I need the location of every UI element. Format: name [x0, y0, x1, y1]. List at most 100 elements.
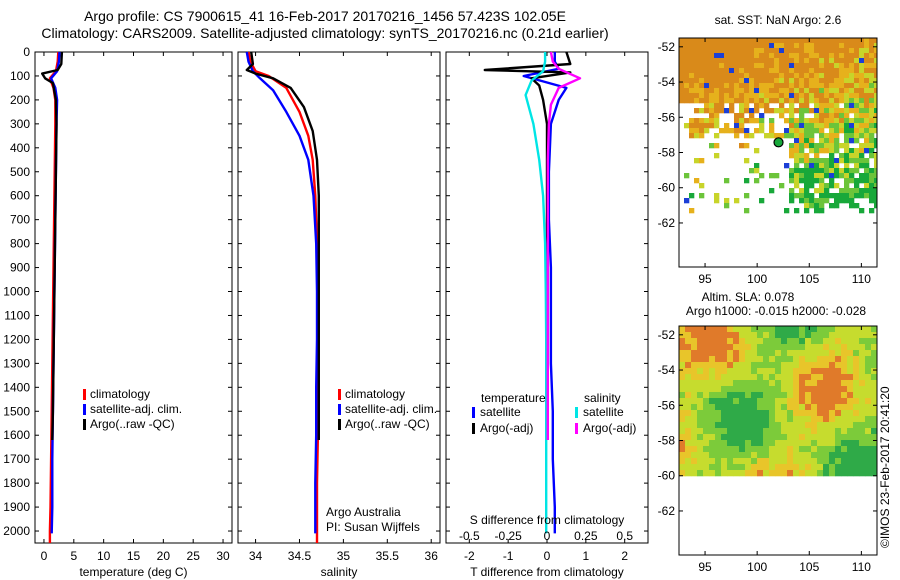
heatmap-cell [789, 58, 795, 64]
heatmap-cell [809, 163, 815, 169]
heatmap-cell [733, 434, 740, 441]
heatmap-cell [829, 183, 835, 189]
y-tick-label: 100 [10, 69, 30, 83]
heatmap-cell [823, 326, 830, 333]
heatmap-cell [864, 98, 870, 104]
heatmap-cell [849, 48, 855, 54]
heatmap-cell [865, 356, 872, 363]
heatmap-cell [823, 416, 830, 423]
heatmap-cell [787, 404, 794, 411]
heatmap-cell [869, 98, 875, 104]
annotation-text: PI: Susan Wijffels [326, 520, 420, 534]
heatmap-cell [809, 138, 815, 144]
heatmap-cell [844, 48, 850, 54]
heatmap-cell [799, 368, 806, 375]
heatmap-cell [859, 350, 866, 357]
heatmap-cell [859, 440, 866, 447]
heatmap-cell [763, 458, 770, 465]
heatmap-cell [847, 326, 854, 333]
heatmap-cell [805, 416, 812, 423]
heatmap-cell [853, 368, 860, 375]
heatmap-cell [865, 416, 872, 423]
heatmap-cell [751, 380, 758, 387]
heatmap-cell [835, 326, 842, 333]
heatmap-cell [794, 133, 800, 139]
heatmap-cell [684, 58, 690, 64]
heatmap-cell [787, 392, 794, 399]
heatmap-cell [854, 48, 860, 54]
heatmap-cell [733, 458, 740, 465]
heatmap-cell [817, 362, 824, 369]
heatmap-cell [834, 148, 840, 154]
heatmap-cell [864, 128, 870, 134]
heatmap-cell [805, 410, 812, 417]
heatmap-cell [689, 58, 695, 64]
heatmap-cell [714, 108, 720, 114]
heatmap-cell [775, 422, 782, 429]
heatmap-cell [799, 332, 806, 339]
heatmap-cell [854, 193, 860, 199]
heatmap-cell [854, 88, 860, 94]
heatmap-cell [799, 416, 806, 423]
heatmap-cell [757, 338, 764, 345]
heatmap-cell [733, 470, 740, 477]
heatmap-cell [804, 183, 810, 189]
heatmap-cell [774, 93, 780, 99]
heatmap-cell [814, 208, 820, 214]
heatmap-cell [859, 422, 866, 429]
heatmap-cell [763, 374, 770, 381]
heatmap-cell [733, 332, 740, 339]
heatmap-cell [864, 118, 870, 124]
heatmap-cell [869, 83, 875, 89]
heatmap-cell [847, 344, 854, 351]
heatmap-cell [685, 458, 692, 465]
heatmap-cell [849, 108, 855, 114]
heatmap-cell [869, 198, 875, 204]
heatmap-cell [763, 446, 770, 453]
heatmap-cell [793, 356, 800, 363]
heatmap-cell [844, 113, 850, 119]
heatmap-cell [691, 368, 698, 375]
heatmap-cell [865, 428, 872, 435]
heatmap-cell [744, 68, 750, 74]
heatmap-cell [834, 183, 840, 189]
heatmap-cell [764, 38, 770, 44]
heatmap-cell [844, 98, 850, 104]
heatmap-cell [751, 434, 758, 441]
heatmap-cell [719, 63, 725, 69]
heatmap-cell [719, 38, 725, 44]
heatmap-cell [859, 188, 865, 194]
heatmap-cell [787, 398, 794, 405]
heatmap-cell [789, 198, 795, 204]
heatmap-cell [847, 356, 854, 363]
heatmap-cell [724, 38, 730, 44]
heatmap-cell [817, 440, 824, 447]
heatmap-cell [787, 422, 794, 429]
heatmap-cell [834, 93, 840, 99]
heatmap-cell [745, 326, 752, 333]
heatmap-cell [799, 63, 805, 69]
heatmap-cell [849, 68, 855, 74]
heatmap-cell [809, 93, 815, 99]
heatmap-cell [709, 93, 715, 99]
heatmap-cell [811, 392, 818, 399]
heatmap-cell [739, 362, 746, 369]
heatmap-cell [834, 68, 840, 74]
heatmap-cell [685, 368, 692, 375]
heatmap-cell [849, 38, 855, 44]
heatmap-cell [689, 118, 695, 124]
x-tick-label: 105 [799, 272, 819, 286]
heatmap-cell [804, 88, 810, 94]
heatmap-cell [789, 48, 795, 54]
heatmap-cell [793, 362, 800, 369]
heatmap-cell [817, 338, 824, 345]
heatmap-cell [847, 458, 854, 465]
heatmap-cell [734, 198, 740, 204]
heatmap-cell [739, 470, 746, 477]
heatmap-cell [764, 88, 770, 94]
x-axis-label: temperature (deg C) [79, 565, 187, 579]
heatmap-cells [679, 326, 877, 477]
heatmap-cell [793, 410, 800, 417]
heatmap-cell [844, 183, 850, 189]
heatmap-cell [679, 434, 686, 441]
